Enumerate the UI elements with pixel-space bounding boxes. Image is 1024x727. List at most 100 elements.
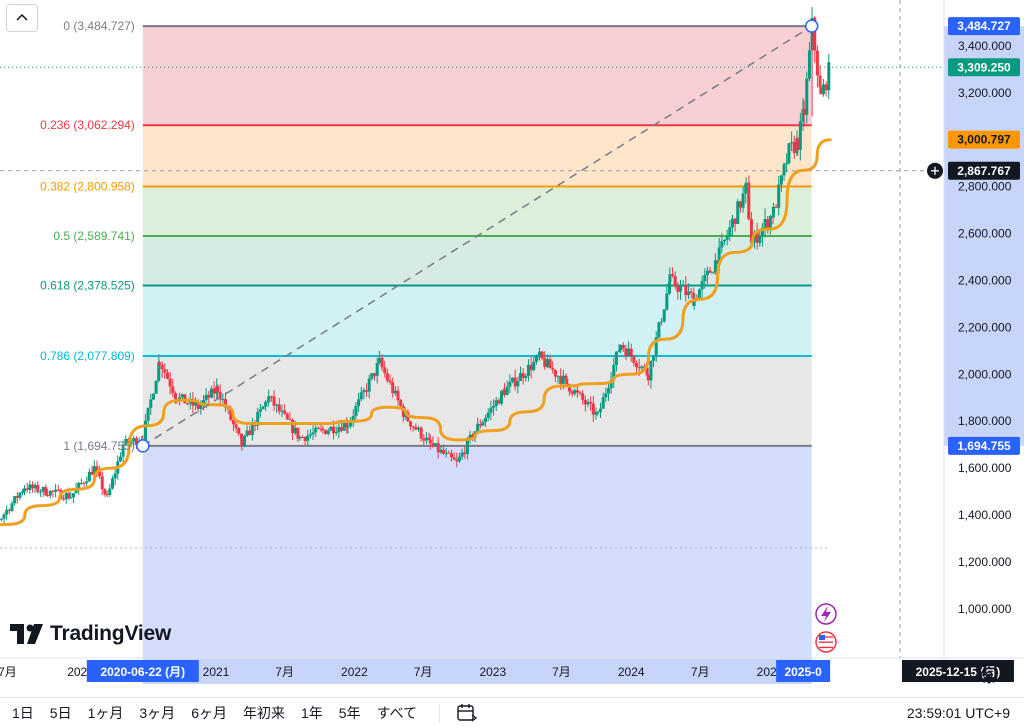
- candle-body: [54, 489, 58, 492]
- price-tick-label: 1,000.000: [958, 602, 1012, 616]
- timeframe-6m[interactable]: 6ヶ月: [191, 704, 227, 721]
- candle-body: [629, 348, 633, 357]
- time-tick-label: 2024: [618, 665, 645, 679]
- candle-body: [416, 427, 420, 430]
- price-tag-label: 3,000.797: [957, 133, 1011, 147]
- candle-body: [505, 386, 509, 396]
- clock[interactable]: 23:59:01 UTC+9: [906, 705, 1010, 721]
- candle-body: [612, 365, 616, 381]
- candle-body: [652, 356, 656, 361]
- candle-body: [401, 406, 405, 417]
- timeframe-1y[interactable]: 1年: [300, 704, 323, 721]
- time-axis[interactable]: 7月 202 2021 7月 2022 7月 2023 7月 2024 7月 20252020-06…: [0, 657, 1024, 697]
- candle-body: [790, 142, 794, 144]
- candle-body: [444, 452, 448, 454]
- timeframe-ytd[interactable]: 年初来: [242, 704, 285, 721]
- fib-zone: [142, 186, 812, 237]
- candle-body: [346, 426, 350, 428]
- settings-gear-icon[interactable]: [978, 664, 1000, 686]
- candle-body: [98, 470, 102, 477]
- timeframe-5y[interactable]: 5年: [338, 704, 361, 721]
- candle-body: [684, 285, 688, 296]
- candle-body: [711, 272, 715, 274]
- time-axis-range-highlight: [142, 658, 812, 684]
- candle-body: [749, 219, 753, 243]
- timeframe-5d[interactable]: 5日: [49, 704, 72, 721]
- fib-trendline[interactable]: [136, 19, 819, 453]
- candle-body: [207, 394, 211, 398]
- collapse-button[interactable]: [6, 4, 38, 32]
- candle-body: [708, 270, 712, 273]
- candle-body: [821, 84, 825, 95]
- price-tick-label: 1,600.000: [958, 461, 1012, 475]
- price-tick-label: 2,200.000: [958, 320, 1012, 334]
- timeframe-3m[interactable]: 3ヶ月: [139, 704, 176, 721]
- tradingview-logo-icon: [10, 624, 43, 644]
- candle-body: [452, 457, 456, 460]
- timeframe-1m[interactable]: 1ヶ月: [87, 704, 124, 721]
- candle-body: [627, 348, 631, 357]
- price-tick-label: 2,600.000: [958, 227, 1012, 241]
- candle-body: [261, 406, 265, 410]
- candle-body: [414, 426, 418, 430]
- candle-body: [581, 393, 585, 400]
- candle-body: [492, 405, 496, 408]
- price-axis[interactable]: 3,400.000 3,200.000 2,800.000 2,600.000 2,40…: [927, 0, 1024, 658]
- price-tick-label: 1,800.000: [958, 414, 1012, 428]
- time-tag-label: 2020-06-22 (月): [100, 665, 185, 679]
- lightning-icon-bolt: [821, 606, 831, 622]
- candle-body: [640, 366, 644, 369]
- candle-body: [526, 364, 530, 376]
- candle-body: [819, 87, 823, 95]
- candle-body: [457, 456, 461, 462]
- candle-body: [705, 270, 709, 276]
- price-tick-label: 2,800.000: [958, 180, 1012, 194]
- candle-body: [428, 439, 432, 444]
- fibonacci-retracement[interactable]: [142, 0, 814, 697]
- candle-body: [442, 449, 446, 454]
- candle-body: [191, 398, 195, 406]
- candle-body: [154, 380, 158, 394]
- candle-body: [146, 407, 150, 421]
- fib-zone: [142, 26, 812, 126]
- candle-body: [380, 357, 384, 368]
- candle-body: [56, 489, 60, 491]
- timeframe-1d[interactable]: 1日: [12, 704, 34, 721]
- candle-body: [245, 430, 249, 436]
- candle-body: [632, 356, 636, 364]
- candle-body: [532, 361, 536, 371]
- fib-level-label: 0.382 (2,800.958): [40, 179, 135, 193]
- candle-body: [787, 143, 791, 163]
- candle-body: [365, 390, 369, 392]
- candle-body: [553, 369, 557, 377]
- candle-body: [785, 162, 789, 165]
- candle-body: [272, 396, 276, 406]
- candle-body: [703, 275, 707, 282]
- candle-body: [460, 452, 464, 457]
- candle-body: [619, 344, 623, 351]
- time-tag-label: 2025-0: [784, 665, 822, 679]
- candle-body: [237, 427, 241, 434]
- candle-body: [319, 428, 323, 430]
- candle-body: [143, 420, 147, 443]
- candle-body: [777, 184, 781, 208]
- candle-body: [513, 377, 517, 387]
- fib-level-label: 1 (1,694.755): [63, 439, 134, 453]
- price-tick-label: 1,400.000: [958, 508, 1012, 522]
- timeframe-all[interactable]: すべて: [376, 704, 418, 721]
- price-tag-bg: [948, 58, 1020, 77]
- candle-body: [74, 488, 78, 494]
- candle-body: [33, 484, 37, 489]
- candle-body: [481, 421, 485, 426]
- candle-body: [796, 138, 800, 150]
- candle-body: [283, 410, 287, 414]
- candle-body: [21, 491, 25, 493]
- price-chart[interactable]: 0 (3,484.727) 0.236 (3,062.294) 0.382 (2,8…: [0, 0, 1024, 697]
- candle-body: [529, 364, 533, 371]
- candle-body: [165, 372, 169, 379]
- calendar-range-icon[interactable]: [456, 703, 478, 723]
- candle-body: [758, 235, 762, 243]
- candle-body: [801, 109, 805, 122]
- candle-body: [551, 368, 555, 370]
- candle-body: [725, 235, 729, 240]
